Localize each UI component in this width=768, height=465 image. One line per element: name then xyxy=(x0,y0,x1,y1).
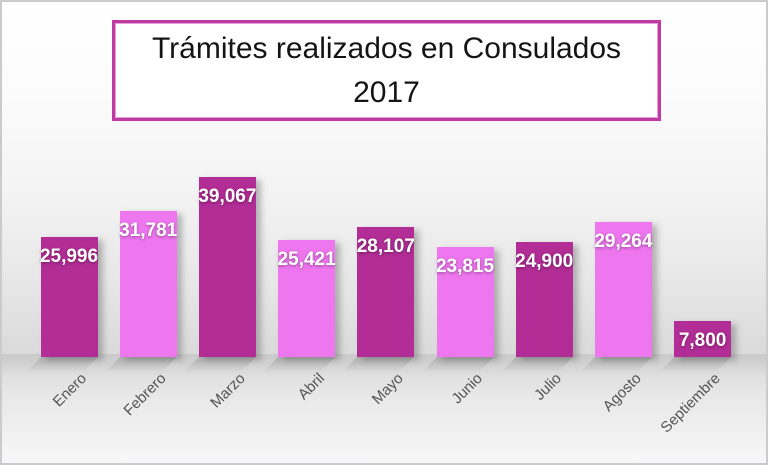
chart-title-box: Trámites realizados en Consulados 2017 xyxy=(112,20,661,121)
bar-value-agosto: 29,264 xyxy=(594,231,653,252)
bar-value-julio: 24,900 xyxy=(515,251,574,272)
chart-title-line1: Trámites realizados en Consulados xyxy=(151,31,622,65)
bar-value-marzo: 39,067 xyxy=(198,186,257,207)
floor-shadow xyxy=(2,354,766,384)
bar-value-febrero: 31,781 xyxy=(119,220,178,241)
bar-mayo xyxy=(357,227,415,357)
bar-agosto xyxy=(594,222,652,357)
bar-septiembre xyxy=(674,321,732,357)
bar-value-enero: 25,996 xyxy=(39,246,99,267)
bar-febrero xyxy=(119,211,177,357)
bar-value-junio: 23,815 xyxy=(435,256,495,277)
bar-marzo xyxy=(198,177,256,357)
chart-title-line2: 2017 xyxy=(353,75,420,109)
bar-value-abril: 25,421 xyxy=(277,249,336,270)
bar-abril xyxy=(278,240,336,357)
bar-junio xyxy=(436,247,494,357)
bar-value-mayo: 28,107 xyxy=(356,236,415,257)
bar-julio xyxy=(515,242,573,357)
bar-enero xyxy=(40,237,98,357)
bar-value-septiembre: 7,800 xyxy=(678,330,727,351)
